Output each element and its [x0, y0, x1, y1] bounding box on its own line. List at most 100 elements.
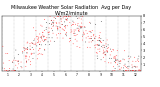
- Point: [50, 20, 53, 21]
- Point: [66, 19, 68, 20]
- Point: [31, 42, 33, 44]
- Point: [64, 34, 67, 35]
- Point: [120, 67, 123, 69]
- Point: [41, 25, 43, 27]
- Point: [59, 26, 61, 28]
- Point: [43, 40, 46, 41]
- Point: [57, 16, 60, 17]
- Point: [80, 18, 83, 20]
- Point: [36, 58, 39, 60]
- Point: [131, 64, 133, 66]
- Point: [34, 44, 36, 45]
- Point: [26, 47, 29, 48]
- Point: [107, 44, 109, 46]
- Point: [135, 70, 137, 71]
- Point: [102, 40, 104, 41]
- Point: [2, 62, 5, 64]
- Point: [41, 39, 44, 41]
- Point: [31, 53, 33, 54]
- Point: [75, 16, 77, 17]
- Point: [73, 22, 75, 23]
- Point: [103, 47, 106, 48]
- Point: [23, 48, 25, 49]
- Point: [114, 68, 116, 69]
- Point: [69, 38, 72, 39]
- Point: [98, 40, 100, 41]
- Point: [5, 70, 8, 71]
- Point: [30, 53, 32, 54]
- Point: [98, 45, 100, 46]
- Point: [51, 23, 53, 25]
- Point: [48, 27, 50, 29]
- Point: [99, 40, 101, 41]
- Point: [65, 33, 67, 35]
- Point: [69, 16, 71, 17]
- Point: [99, 32, 101, 33]
- Point: [132, 66, 134, 68]
- Point: [131, 70, 134, 71]
- Point: [13, 70, 15, 71]
- Point: [59, 27, 62, 28]
- Point: [8, 70, 11, 71]
- Point: [15, 64, 17, 66]
- Point: [63, 16, 65, 17]
- Point: [56, 37, 58, 39]
- Point: [52, 26, 54, 27]
- Point: [48, 31, 51, 33]
- Point: [12, 62, 14, 63]
- Point: [88, 31, 91, 32]
- Point: [134, 70, 137, 71]
- Point: [56, 16, 59, 17]
- Point: [11, 70, 13, 71]
- Point: [4, 70, 6, 71]
- Point: [24, 66, 27, 67]
- Point: [73, 29, 75, 31]
- Point: [91, 40, 94, 41]
- Point: [81, 16, 84, 17]
- Point: [77, 23, 79, 24]
- Point: [126, 66, 129, 68]
- Point: [62, 17, 64, 19]
- Point: [114, 58, 117, 59]
- Point: [95, 36, 97, 37]
- Point: [104, 54, 107, 56]
- Point: [17, 61, 20, 62]
- Point: [106, 51, 109, 53]
- Point: [47, 41, 49, 43]
- Point: [79, 26, 82, 28]
- Point: [132, 70, 134, 71]
- Point: [90, 32, 92, 33]
- Point: [17, 54, 20, 55]
- Point: [64, 27, 67, 29]
- Point: [45, 22, 48, 23]
- Point: [17, 60, 19, 61]
- Point: [65, 16, 68, 17]
- Point: [100, 21, 103, 22]
- Point: [109, 54, 112, 56]
- Point: [102, 49, 105, 51]
- Point: [80, 16, 82, 17]
- Point: [92, 35, 95, 36]
- Point: [103, 52, 105, 53]
- Point: [96, 58, 99, 59]
- Point: [127, 61, 129, 62]
- Point: [51, 21, 54, 23]
- Point: [32, 58, 34, 59]
- Point: [85, 37, 87, 39]
- Point: [2, 46, 4, 47]
- Point: [8, 68, 11, 69]
- Point: [137, 61, 140, 62]
- Point: [42, 36, 45, 38]
- Point: [40, 44, 43, 46]
- Point: [99, 51, 101, 52]
- Point: [59, 16, 62, 17]
- Point: [85, 30, 87, 31]
- Point: [120, 61, 122, 62]
- Point: [127, 68, 129, 69]
- Point: [3, 68, 6, 69]
- Point: [54, 18, 57, 19]
- Point: [51, 37, 53, 39]
- Point: [110, 58, 112, 59]
- Point: [114, 56, 116, 57]
- Point: [30, 54, 32, 55]
